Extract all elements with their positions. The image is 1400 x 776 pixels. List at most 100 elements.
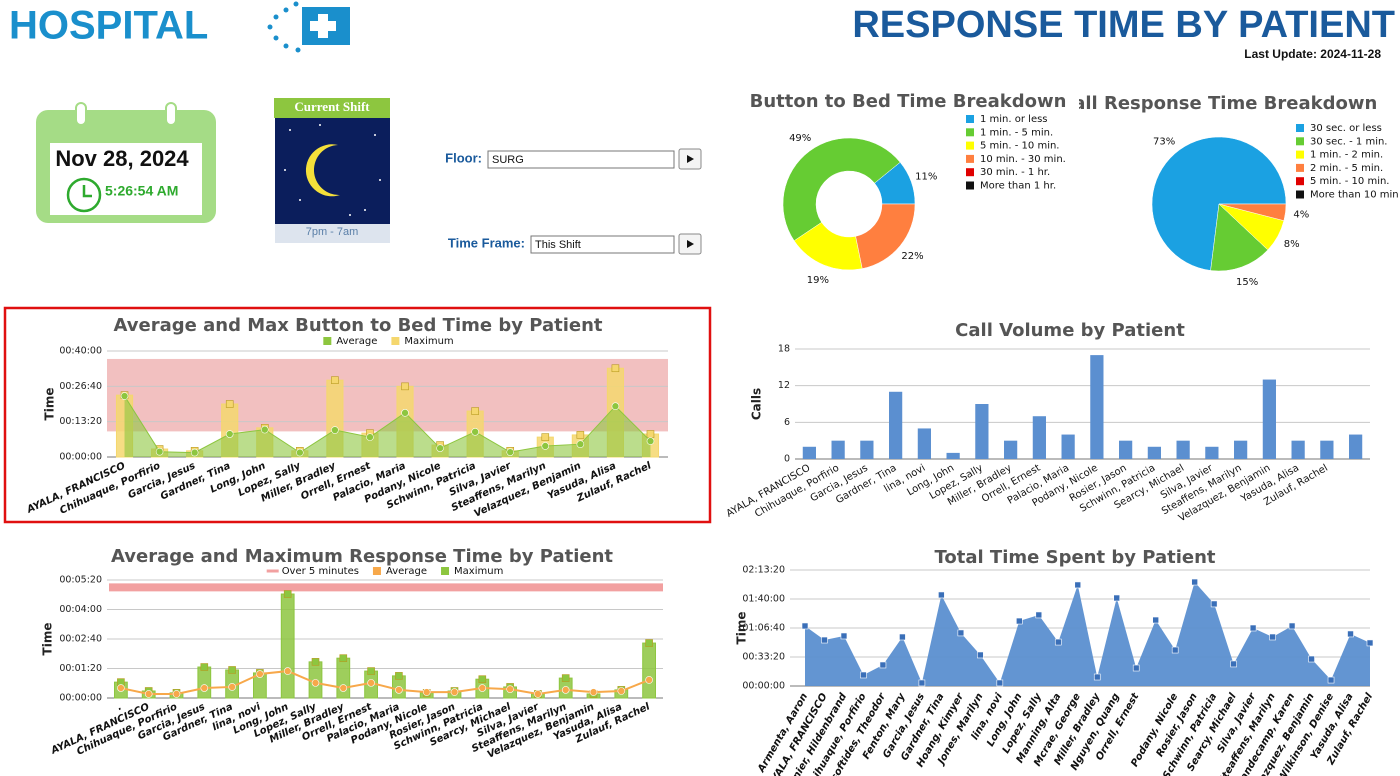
brand: HOSPITAL	[9, 4, 208, 48]
bar	[1205, 446, 1219, 459]
timeframe-button[interactable]	[678, 233, 702, 255]
line	[120, 670, 650, 695]
legend-label: 30 min. - 1 hr.	[980, 167, 1050, 178]
legend-label: 2 min. - 5 min.	[1310, 163, 1383, 174]
legend-label: Average	[386, 566, 427, 577]
legend-swatch	[1296, 124, 1304, 132]
point	[918, 679, 926, 687]
point	[395, 686, 403, 694]
data-label: 4%	[1293, 209, 1309, 220]
point	[1152, 616, 1159, 624]
y-tick-label: 00:33:20	[742, 652, 785, 663]
y-tick-label: 00:13:20	[59, 416, 102, 427]
y-tick-label: 00:01:20	[59, 663, 102, 674]
point	[120, 392, 129, 400]
bar	[280, 593, 295, 699]
y-axis-label: Time	[43, 388, 57, 421]
y-tick-label: 00:00:00	[742, 681, 785, 692]
bar	[1320, 440, 1334, 459]
point	[646, 437, 655, 445]
point	[617, 687, 626, 695]
point	[200, 684, 209, 692]
point	[561, 686, 570, 694]
bar-marker	[367, 667, 375, 675]
point	[996, 679, 1004, 687]
point	[283, 667, 292, 675]
bar-marker	[646, 430, 655, 438]
legend-label: 30 sec. or less	[1310, 123, 1382, 134]
legend-label: More than 10 min	[1310, 190, 1399, 201]
y-tick-label: 00:02:40	[59, 634, 102, 645]
point	[576, 440, 585, 448]
bar	[1090, 355, 1104, 459]
point	[1191, 578, 1198, 586]
point	[1054, 638, 1062, 646]
bar	[802, 446, 816, 459]
bar	[1262, 379, 1276, 459]
bar-marker	[645, 639, 653, 647]
legend-label: 5 min. - 10 min.	[1310, 176, 1389, 187]
legend-swatch	[966, 168, 974, 177]
point	[1269, 633, 1276, 641]
point	[1035, 611, 1043, 619]
bar-marker	[561, 674, 570, 682]
bar-marker	[339, 654, 348, 662]
y-tick-label: 01:06:40	[742, 623, 785, 634]
bar-marker	[401, 382, 409, 391]
floor-select[interactable]	[487, 150, 675, 169]
bar	[1147, 446, 1161, 459]
legend-swatch	[441, 567, 450, 575]
legend-swatch	[966, 115, 974, 123]
bar	[831, 440, 845, 459]
bar-marker	[225, 400, 234, 408]
area	[805, 582, 1370, 686]
point	[1132, 664, 1140, 672]
point	[1288, 622, 1296, 630]
data-label: 8%	[1284, 239, 1300, 250]
point	[938, 591, 945, 599]
bar-marker	[541, 433, 550, 441]
timeframe-select[interactable]	[530, 235, 675, 254]
point	[1347, 630, 1354, 638]
data-label: 19%	[807, 275, 829, 286]
bar-marker	[611, 364, 620, 373]
floor-button[interactable]	[678, 148, 702, 170]
legend-swatch	[372, 567, 381, 575]
y-tick-label: 00:04:00	[59, 604, 102, 615]
legend-swatch	[1296, 137, 1304, 146]
y-axis-label: Time	[735, 612, 749, 645]
legend-swatch	[966, 141, 974, 150]
bar	[975, 404, 989, 459]
point	[225, 430, 234, 438]
bar-marker	[283, 590, 292, 598]
point	[506, 685, 514, 693]
point	[260, 425, 269, 434]
legend-label: 30 sec. - 1 min.	[1310, 136, 1388, 147]
point	[1113, 594, 1121, 602]
point	[422, 688, 431, 696]
calendar	[36, 102, 216, 223]
point	[899, 633, 906, 641]
y-axis-label: Calls	[750, 388, 764, 420]
shift-hours: 7pm - 7am	[306, 226, 359, 238]
point	[1327, 676, 1335, 684]
point	[478, 684, 487, 692]
chart-title: Total Time Spent by Patient	[934, 547, 1215, 568]
y-tick-label: 18	[778, 344, 790, 355]
bar-marker	[576, 431, 585, 439]
page-title: RESPONSE TIME BY PATIENT	[852, 4, 1395, 46]
y-tick-label: 00:40:00	[59, 346, 102, 357]
chart-title: Call Volume by Patient	[955, 320, 1185, 341]
legend-swatch	[323, 337, 332, 345]
filter-value: This Shift	[535, 239, 581, 251]
pie-slice	[1218, 203, 1287, 221]
y-tick-label: 00:00:00	[59, 452, 102, 463]
bar	[197, 666, 212, 699]
point	[117, 684, 125, 692]
x-tick-label: .	[115, 701, 123, 713]
point	[506, 448, 515, 456]
point	[860, 671, 867, 679]
y-tick-label: 6	[784, 417, 790, 428]
legend-swatch	[1296, 163, 1304, 172]
point	[645, 676, 653, 684]
